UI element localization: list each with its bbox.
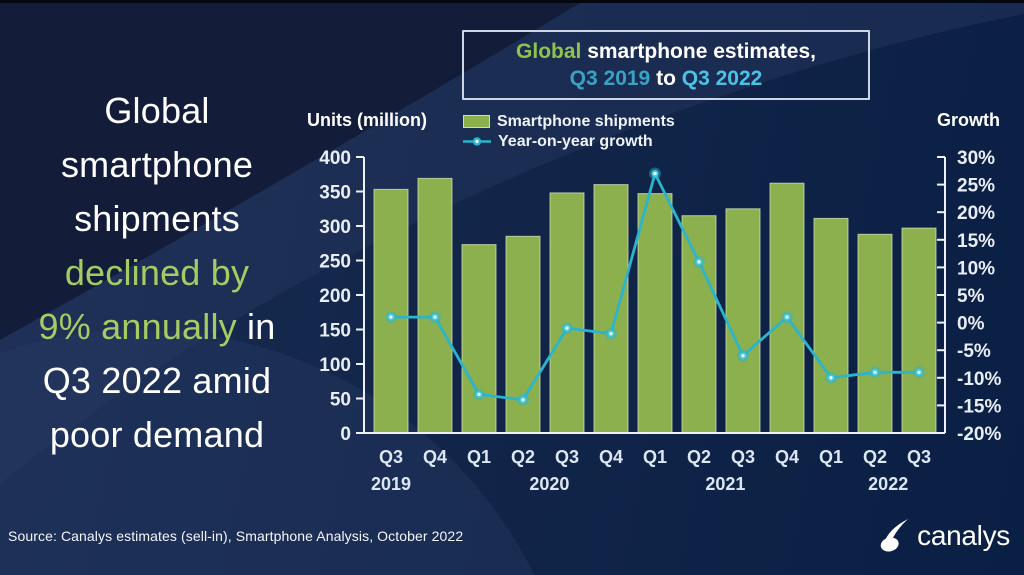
- svg-text:50: 50: [330, 390, 351, 411]
- top-edge-strip: [0, 0, 1024, 3]
- legend-label: Smartphone shipments: [497, 112, 675, 130]
- svg-text:0: 0: [340, 424, 351, 445]
- svg-text:15%: 15%: [957, 231, 995, 252]
- svg-text:10%: 10%: [957, 258, 995, 279]
- canalys-logo: canalys: [876, 518, 1010, 554]
- svg-text:150: 150: [319, 321, 351, 342]
- chart-title-box: Global smartphone estimates, Q3 2019 to …: [462, 30, 870, 100]
- svg-text:20%: 20%: [957, 203, 995, 224]
- svg-text:350: 350: [319, 183, 351, 204]
- combo-chart-plot: 400 350 300 250 200 150 100 50 0 30% 25% 20% 15% 10% 5…: [319, 148, 1001, 494]
- svg-text:300: 300: [319, 217, 351, 238]
- svg-text:0%: 0%: [957, 314, 985, 335]
- svg-text:400: 400: [319, 148, 351, 169]
- svg-text:Q1: Q1: [643, 447, 667, 467]
- svg-text:Q4: Q4: [775, 447, 799, 467]
- svg-text:Q3: Q3: [907, 447, 931, 467]
- chart-title-line2: Q3 2019 to Q3 2022: [569, 67, 763, 90]
- line-swatch-icon: [463, 137, 491, 146]
- svg-text:Q2: Q2: [511, 447, 535, 467]
- svg-text:-20%: -20%: [957, 424, 1001, 445]
- legend-item-growth: Year-on-year growth: [463, 133, 675, 150]
- chart-title-line1: Global smartphone estimates,: [516, 40, 816, 63]
- left-axis-title: Units (million): [307, 110, 427, 130]
- svg-text:200: 200: [319, 286, 351, 307]
- svg-text:Q3: Q3: [731, 447, 755, 467]
- svg-text:Q2: Q2: [687, 447, 711, 467]
- svg-text:25%: 25%: [957, 176, 995, 197]
- svg-text:250: 250: [319, 252, 351, 273]
- headline-line: shipments: [74, 198, 240, 239]
- svg-text:Q1: Q1: [819, 447, 843, 467]
- headline-line: Global: [104, 90, 210, 131]
- svg-text:2021: 2021: [705, 474, 745, 494]
- svg-text:30%: 30%: [957, 148, 995, 169]
- svg-text:5%: 5%: [957, 286, 985, 307]
- svg-text:Q2: Q2: [863, 447, 887, 467]
- headline-line: poor demand: [49, 414, 265, 455]
- svg-text:Q3: Q3: [555, 447, 579, 467]
- headline-line: 9% annually in: [38, 306, 276, 347]
- svg-text:2022: 2022: [868, 474, 908, 494]
- source-note: Source: Canalys estimates (sell-in), Sma…: [8, 528, 464, 544]
- headline-text: Global smartphone shipments declined by …: [8, 84, 306, 462]
- svg-text:2019: 2019: [371, 474, 411, 494]
- right-axis-title: Growth: [937, 110, 1000, 130]
- svg-text:2020: 2020: [529, 474, 569, 494]
- svg-text:-5%: -5%: [957, 341, 991, 362]
- legend-label: Year-on-year growth: [498, 132, 653, 150]
- svg-text:-10%: -10%: [957, 369, 1001, 390]
- headline-line: declined by: [64, 252, 250, 293]
- svg-text:Q4: Q4: [423, 447, 447, 467]
- headline-line: Q3 2022 amid: [42, 360, 272, 401]
- headline-line: smartphone: [60, 144, 254, 185]
- svg-text:Q3: Q3: [379, 447, 403, 467]
- legend-item-shipments: Smartphone shipments: [463, 113, 675, 130]
- svg-text:Q4: Q4: [599, 447, 623, 467]
- svg-text:100: 100: [319, 355, 351, 376]
- svg-text:Q1: Q1: [467, 447, 491, 467]
- svg-text:-15%: -15%: [957, 396, 1001, 417]
- chart-legend: Smartphone shipments Year-on-year growth: [463, 113, 675, 150]
- bar-swatch-icon: [463, 115, 490, 128]
- canalys-logo-text: canalys: [917, 520, 1010, 551]
- canalys-logo-icon: [880, 519, 909, 552]
